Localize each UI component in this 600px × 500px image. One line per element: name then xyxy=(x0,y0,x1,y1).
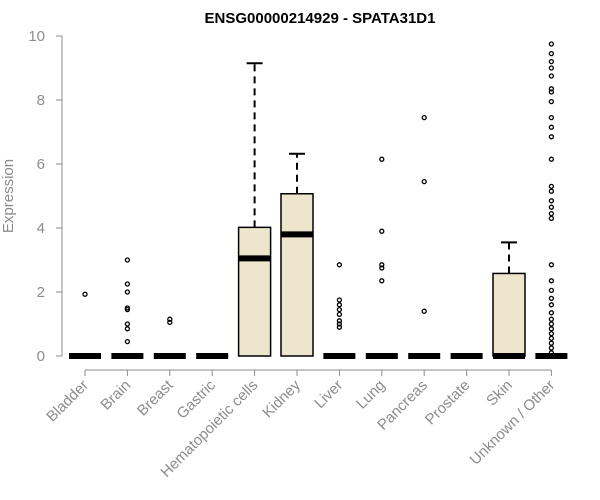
outlier-point xyxy=(548,321,555,327)
y-axis: 0 2 4 6 8 10 xyxy=(28,28,63,365)
outlier-point xyxy=(548,89,555,95)
outlier-point xyxy=(379,156,385,162)
y-tick-label: 10 xyxy=(28,28,45,45)
outlier-point xyxy=(548,65,555,71)
outlier-point xyxy=(336,318,343,324)
outlier-point xyxy=(336,297,343,303)
outlier-point xyxy=(548,86,555,92)
outlier-point xyxy=(548,278,555,284)
outlier-point xyxy=(548,134,555,140)
box-group xyxy=(111,257,144,359)
outlier-point xyxy=(336,302,343,308)
outlier-point xyxy=(548,198,555,204)
outlier-point xyxy=(548,188,555,194)
outlier-point xyxy=(548,183,555,190)
outlier-point xyxy=(379,278,385,284)
outlier-point xyxy=(548,114,555,121)
outlier-point xyxy=(379,265,385,271)
boxes-layer xyxy=(69,41,568,359)
x-tick-label: Bladder xyxy=(43,377,92,426)
outlier-point xyxy=(336,324,343,330)
x-tick-label: Prostate xyxy=(422,377,474,429)
outlier-point xyxy=(336,321,343,327)
y-tick-label: 2 xyxy=(37,284,45,301)
outlier-point xyxy=(379,262,385,268)
outlier-point xyxy=(548,204,555,210)
outlier-point xyxy=(548,335,555,342)
outlier-point xyxy=(548,98,555,105)
outlier-point xyxy=(421,114,427,121)
outlier-point xyxy=(548,73,555,79)
box-group xyxy=(69,291,101,359)
box-group xyxy=(237,62,272,357)
outlier-point xyxy=(124,321,131,327)
outlier-point xyxy=(548,262,555,268)
outlier-point xyxy=(336,306,343,313)
box-iqr xyxy=(280,193,314,357)
outlier-point xyxy=(82,291,88,297)
y-tick-label: 6 xyxy=(37,156,45,173)
x-tick-label: Skin xyxy=(483,377,516,410)
outlier-point xyxy=(548,302,555,308)
box-group xyxy=(365,156,398,359)
box-group xyxy=(492,241,526,359)
outlier-point xyxy=(548,340,555,346)
outlier-point xyxy=(421,178,427,185)
outlier-point xyxy=(548,295,555,302)
box-group xyxy=(153,316,186,359)
outlier-point xyxy=(336,311,343,318)
x-tick-label: Breast xyxy=(134,376,177,419)
box-group xyxy=(280,152,314,357)
box-group xyxy=(535,41,568,359)
outlier-point xyxy=(548,287,555,294)
box-group xyxy=(323,262,356,359)
outlier-point xyxy=(421,308,427,314)
y-tick-label: 8 xyxy=(37,92,45,109)
outlier-point xyxy=(548,210,555,217)
outlier-point xyxy=(124,289,131,295)
x-tick-label: Liver xyxy=(311,377,346,412)
outlier-point xyxy=(548,350,555,356)
outlier-point xyxy=(124,305,131,311)
outlier-point xyxy=(548,156,555,162)
outlier-point xyxy=(548,41,555,47)
outlier-point xyxy=(336,262,343,268)
x-tick-label: Lung xyxy=(353,377,389,413)
x-tick-label: Brain xyxy=(97,377,134,414)
outlier-point xyxy=(167,319,173,326)
outlier-point xyxy=(548,326,555,332)
y-tick-label: 4 xyxy=(37,220,45,237)
box-iqr xyxy=(492,272,526,357)
box-group xyxy=(408,114,441,359)
outlier-point xyxy=(548,345,555,351)
x-tick-label: Kidney xyxy=(259,376,304,421)
outlier-point xyxy=(379,228,385,234)
outlier-point xyxy=(124,338,131,345)
y-tick-label: 0 xyxy=(37,348,45,365)
outlier-point xyxy=(548,215,555,222)
outlier-point xyxy=(548,124,555,130)
y-axis-label: Expression xyxy=(0,159,17,233)
chart-title: ENSG00000214929 - SPATA31D1 xyxy=(205,10,436,27)
outlier-point xyxy=(124,281,131,287)
outlier-point xyxy=(124,326,131,332)
outlier-point xyxy=(548,316,555,322)
outlier-point xyxy=(548,50,555,57)
box-iqr xyxy=(237,226,272,357)
outlier-point xyxy=(548,330,555,337)
outlier-point xyxy=(124,257,131,263)
outlier-point xyxy=(548,58,555,65)
outlier-point xyxy=(548,310,555,316)
outlier-point xyxy=(167,316,173,322)
